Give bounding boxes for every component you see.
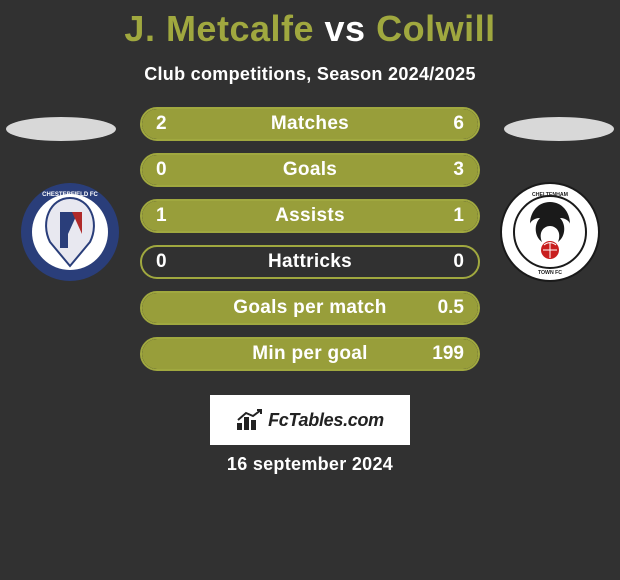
stat-fill-right <box>226 109 478 139</box>
stat-row: Goals 0 3 <box>140 153 480 187</box>
subtitle: Club competitions, Season 2024/2025 <box>0 64 620 85</box>
watermark: FcTables.com <box>210 395 410 445</box>
stat-value-right: 0.5 <box>438 297 464 319</box>
stat-label: Goals per match <box>233 297 386 319</box>
stat-row: Min per goal 199 <box>140 337 480 371</box>
date-text: 16 september 2024 <box>0 454 620 475</box>
stat-label: Goals <box>283 159 337 181</box>
stat-value-left: 2 <box>156 113 167 135</box>
shadow-ellipse-right <box>504 117 614 141</box>
stat-value-right: 1 <box>453 205 464 227</box>
stat-row: Matches 2 6 <box>140 107 480 141</box>
stat-value-left: 0 <box>156 159 167 181</box>
fctables-logo-icon <box>236 409 264 431</box>
stat-label: Matches <box>271 113 349 135</box>
watermark-text: FcTables.com <box>268 410 384 431</box>
stat-label: Min per goal <box>252 343 368 365</box>
club-badge-right: CHELTENHAM TOWN FC <box>500 182 600 282</box>
chesterfield-badge-icon: CHESTERFIELD FC <box>20 182 120 282</box>
stat-value-left: 1 <box>156 205 167 227</box>
shadow-ellipse-left <box>6 117 116 141</box>
stat-row: Assists 1 1 <box>140 199 480 233</box>
stat-value-left: 0 <box>156 251 167 273</box>
stat-row: Goals per match 0.5 <box>140 291 480 325</box>
stat-rows: Matches26Goals03Assists11Hattricks00Goal… <box>140 107 480 383</box>
svg-text:CHELTENHAM: CHELTENHAM <box>532 192 568 198</box>
stat-fill-left <box>142 109 226 139</box>
stat-value-right: 199 <box>432 343 464 365</box>
stat-value-right: 6 <box>453 113 464 135</box>
player2-name: Colwill <box>376 8 496 49</box>
club-badge-left: CHESTERFIELD FC <box>20 182 120 282</box>
svg-text:CHESTERFIELD FC: CHESTERFIELD FC <box>42 192 98 198</box>
stat-row: Hattricks 0 0 <box>140 245 480 279</box>
stat-value-right: 0 <box>453 251 464 273</box>
stat-label: Assists <box>275 205 345 227</box>
comparison-title: J. Metcalfe vs Colwill <box>0 0 620 50</box>
player1-name: J. Metcalfe <box>124 8 314 49</box>
stat-label: Hattricks <box>268 251 352 273</box>
stat-value-right: 3 <box>453 159 464 181</box>
svg-text:TOWN FC: TOWN FC <box>538 270 562 276</box>
cheltenham-badge-icon: CHELTENHAM TOWN FC <box>500 182 600 282</box>
vs-separator: vs <box>325 8 366 49</box>
